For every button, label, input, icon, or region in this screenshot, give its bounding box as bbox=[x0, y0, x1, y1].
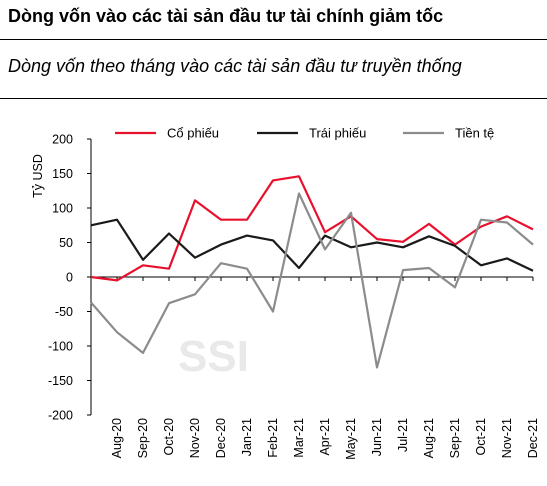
y-tick-labels: 200 150 100 50 0 -50 -100 -150 -200 bbox=[48, 133, 73, 423]
x-tick-label: Jun-21 bbox=[370, 418, 384, 456]
x-tick-label: May-21 bbox=[344, 418, 358, 460]
x-tick-label: Apr-21 bbox=[318, 418, 332, 456]
x-tick-label: Oct-21 bbox=[474, 418, 488, 456]
y-tick-label: -200 bbox=[48, 409, 73, 423]
axes bbox=[87, 138, 534, 416]
chart-subtitle: Dòng vốn theo tháng vào các tài sản đầu … bbox=[8, 56, 462, 76]
series-line-Trái phiếu bbox=[90, 218, 534, 272]
x-tick-label: Dec-21 bbox=[526, 418, 540, 458]
y-tick-label: -50 bbox=[55, 305, 73, 319]
title-divider bbox=[0, 39, 547, 40]
y-axis-label: Tỷ USD bbox=[31, 154, 45, 198]
legend-entry: Cổ phiếu bbox=[167, 126, 219, 141]
x-tick-label: Sep-20 bbox=[136, 418, 150, 458]
series-lines bbox=[90, 175, 534, 369]
x-tick-label: Dec-20 bbox=[214, 418, 228, 458]
x-tick-label: Jul-21 bbox=[396, 418, 410, 452]
x-tick-label: Aug-21 bbox=[422, 418, 436, 458]
y-tick-label: 200 bbox=[52, 133, 73, 147]
x-tick-label: Mar-21 bbox=[292, 418, 306, 458]
x-tick-labels: Aug-20 Sep-20 Oct-20 Nov-20 Dec-20 Jan-21 Feb-… bbox=[110, 418, 540, 460]
x-tick-label: Sep-21 bbox=[448, 418, 462, 458]
legend: Cổ phiếu Trái phiếu Tiền tệ bbox=[115, 126, 494, 141]
series-line-Tiền tệ bbox=[90, 192, 534, 369]
x-tick-label: Nov-21 bbox=[500, 418, 514, 458]
subtitle-divider bbox=[0, 98, 547, 99]
y-tick-label: 0 bbox=[66, 271, 73, 285]
chart-title: Dòng vốn vào các tài sản đầu tư tài chín… bbox=[8, 6, 444, 26]
x-tick-label: Aug-20 bbox=[110, 418, 124, 458]
y-tick-label: -150 bbox=[48, 374, 73, 388]
y-tick-label: 100 bbox=[52, 202, 73, 216]
y-tick-label: 150 bbox=[52, 167, 73, 181]
x-tick-label: Jan-21 bbox=[240, 418, 254, 456]
x-tick-label: Nov-20 bbox=[188, 418, 202, 458]
x-tick-label: Oct-20 bbox=[162, 418, 176, 456]
y-tick-label: -100 bbox=[48, 340, 73, 354]
legend-entry: Tiền tệ bbox=[455, 126, 494, 141]
y-tick-label: 50 bbox=[59, 236, 73, 250]
x-tick-label: Feb-21 bbox=[266, 418, 280, 458]
series-line-Cổ phiếu bbox=[90, 175, 534, 282]
legend-entry: Trái phiếu bbox=[309, 126, 366, 141]
watermark: SSI bbox=[178, 332, 249, 381]
